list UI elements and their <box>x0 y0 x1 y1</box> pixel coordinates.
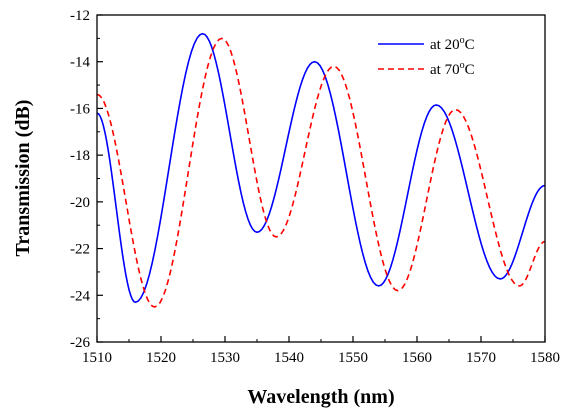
x-tick-label: 1550 <box>338 350 368 366</box>
y-axis-title: Transmission (dB) <box>12 100 34 257</box>
x-tick-label: 1580 <box>530 350 560 366</box>
y-tick-label: -16 <box>70 101 90 117</box>
y-tick-label: -18 <box>70 148 90 164</box>
legend-label-degree: o <box>460 60 465 71</box>
x-tick-label: 1570 <box>466 350 496 366</box>
legend-label-prefix: at 70 <box>430 62 460 78</box>
y-tick-label: -20 <box>70 195 90 211</box>
legend-label-0: at 20oC <box>430 35 475 53</box>
series-line-1 <box>96 37 546 308</box>
y-tick-label: -12 <box>70 8 90 24</box>
labels-layer: 1510 1520 1530 1540 1550 1560 1570 1580 -26 -24 -2… <box>70 8 560 366</box>
y-tick-label: -14 <box>70 55 90 71</box>
legend-label-unit: C <box>465 62 475 78</box>
x-tick-label: 1510 <box>82 350 112 366</box>
x-tick-label: 1520 <box>146 350 176 366</box>
x-tick-label: 1560 <box>402 350 432 366</box>
y-tick-label: -24 <box>70 288 90 304</box>
plot-area <box>97 15 545 342</box>
x-tick-label: 1530 <box>210 350 240 366</box>
legend-label-1: at 70oC <box>430 60 475 78</box>
series-layer <box>96 32 546 308</box>
y-tick-label: -22 <box>70 242 90 258</box>
legend-label-unit: C <box>465 37 475 53</box>
x-tick-label: 1540 <box>274 350 304 366</box>
series-line-0 <box>96 32 546 304</box>
legend-label-prefix: at 20 <box>430 37 460 53</box>
x-axis-title: Wavelength (nm) <box>247 386 394 408</box>
ticks-layer <box>96 14 546 343</box>
legend-label-degree: o <box>460 35 465 46</box>
y-tick-label: -26 <box>70 335 90 351</box>
